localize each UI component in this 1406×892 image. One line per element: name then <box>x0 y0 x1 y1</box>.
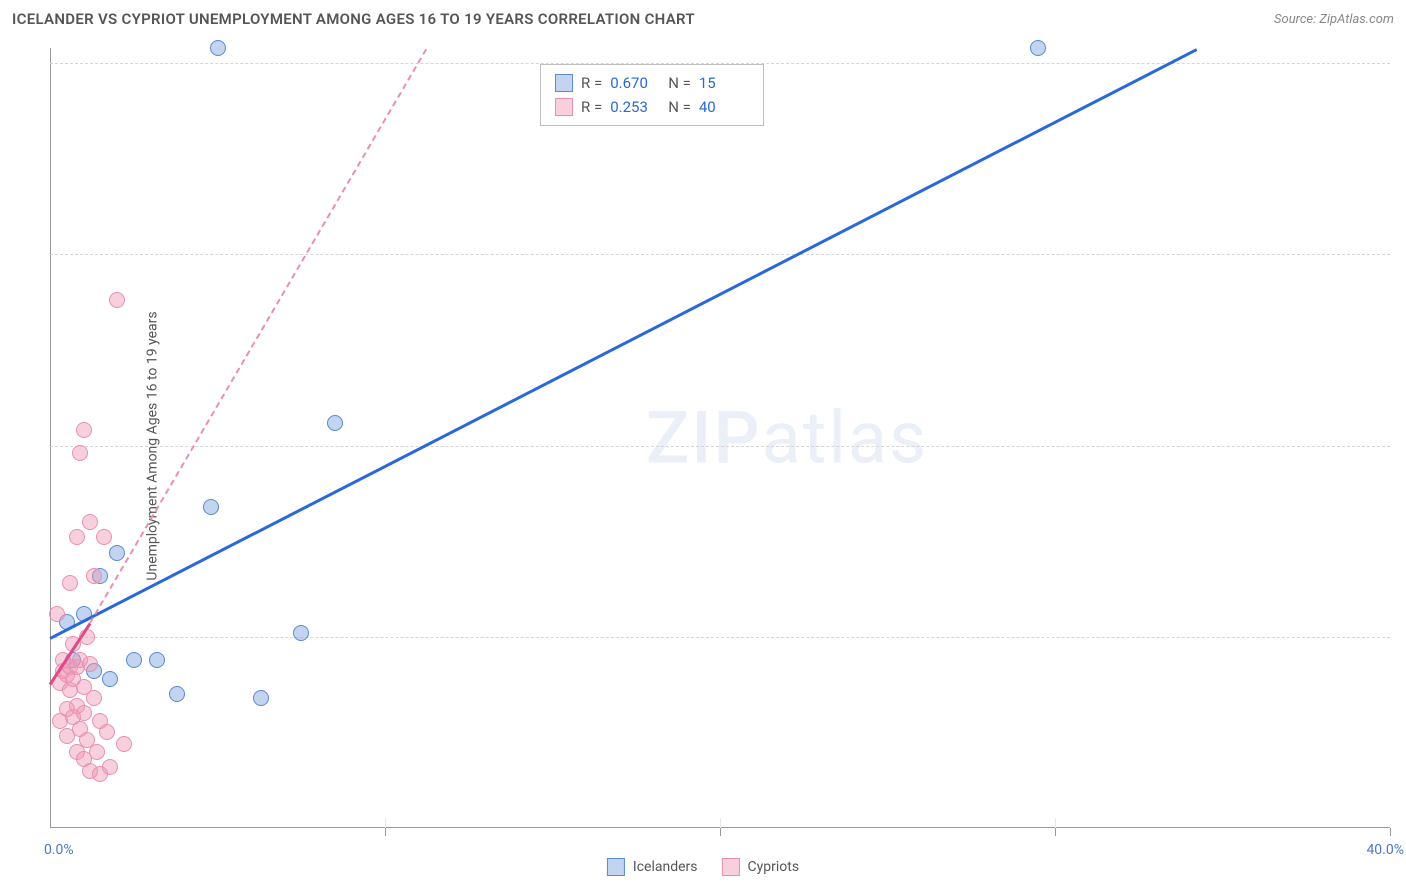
legend-row-cypriots: R = 0.253 N = 40 <box>555 95 749 119</box>
x-tick-label-min: 0.0% <box>44 842 74 858</box>
scatter-point-cypriots <box>102 759 118 775</box>
scatter-point-icelanders <box>1030 40 1046 56</box>
scatter-point-icelanders <box>149 652 165 668</box>
x-tick <box>385 828 386 836</box>
n-label: N = <box>668 71 691 95</box>
scatter-point-cypriots <box>96 529 112 545</box>
scatter-point-cypriots <box>109 292 125 308</box>
legend-item-cypriots: Cypriots <box>722 858 800 876</box>
bottom-legend: Icelanders Cypriots <box>607 858 799 876</box>
scatter-point-icelanders <box>327 415 343 431</box>
r-value-icelanders: 0.670 <box>610 71 660 95</box>
r-label: R = <box>581 95 602 119</box>
scatter-point-cypriots <box>72 445 88 461</box>
scatter-point-icelanders <box>210 40 226 56</box>
swatch-pink-icon <box>555 98 573 116</box>
legend-row-icelanders: R = 0.670 N = 15 <box>555 71 749 95</box>
scatter-point-cypriots <box>86 690 102 706</box>
scatter-point-icelanders <box>169 686 185 702</box>
scatter-point-cypriots <box>69 529 85 545</box>
grid-line-horizontal <box>50 63 1390 64</box>
trend-line-cypriots-dashed <box>89 48 427 623</box>
legend-label-cypriots: Cypriots <box>748 859 800 875</box>
grid-line-horizontal <box>50 254 1390 255</box>
source-attribution: Source: ZipAtlas.com <box>1274 12 1394 27</box>
n-value-icelanders: 15 <box>699 71 749 95</box>
watermark-atlas: atlas <box>762 396 929 481</box>
r-label: R = <box>581 71 602 95</box>
scatter-point-cypriots <box>76 705 92 721</box>
swatch-blue-icon <box>607 858 625 876</box>
scatter-point-cypriots <box>86 568 102 584</box>
scatter-point-icelanders <box>203 499 219 515</box>
swatch-blue-icon <box>555 74 573 92</box>
correlation-legend-box: R = 0.670 N = 15 R = 0.253 N = 40 <box>540 64 764 126</box>
watermark-zip: ZIP <box>646 396 762 481</box>
x-tick-label-max: 40.0% <box>1366 842 1404 858</box>
r-value-cypriots: 0.253 <box>610 95 660 119</box>
scatter-point-icelanders <box>253 690 269 706</box>
scatter-point-cypriots <box>116 736 132 752</box>
scatter-point-icelanders <box>109 545 125 561</box>
chart-title: ICELANDER VS CYPRIOT UNEMPLOYMENT AMONG … <box>12 10 695 28</box>
chart-container: ICELANDER VS CYPRIOT UNEMPLOYMENT AMONG … <box>0 0 1406 892</box>
x-tick <box>720 828 721 836</box>
x-tick <box>1055 828 1056 836</box>
scatter-point-cypriots <box>89 744 105 760</box>
legend-item-icelanders: Icelanders <box>607 858 698 876</box>
grid-line-vertical <box>1055 818 1056 828</box>
x-tick <box>1390 828 1391 836</box>
scatter-point-cypriots <box>49 606 65 622</box>
n-label: N = <box>668 95 691 119</box>
plot-area: ZIPatlas R = 0.670 N = 15 R = 0.253 N = … <box>50 48 1390 828</box>
legend-label-icelanders: Icelanders <box>633 859 698 875</box>
scatter-point-cypriots <box>82 656 98 672</box>
swatch-pink-icon <box>722 858 740 876</box>
title-bar: ICELANDER VS CYPRIOT UNEMPLOYMENT AMONG … <box>12 10 1394 28</box>
scatter-point-icelanders <box>126 652 142 668</box>
n-value-cypriots: 40 <box>699 95 749 119</box>
grid-line-horizontal <box>50 637 1390 638</box>
scatter-point-icelanders <box>102 671 118 687</box>
scatter-point-cypriots <box>99 724 115 740</box>
scatter-point-cypriots <box>82 514 98 530</box>
scatter-point-cypriots <box>76 422 92 438</box>
grid-line-vertical <box>385 818 386 828</box>
grid-line-horizontal <box>50 446 1390 447</box>
y-axis <box>50 48 51 828</box>
trend-line-icelanders <box>49 48 1197 639</box>
grid-line-vertical <box>720 818 721 828</box>
scatter-point-cypriots <box>62 575 78 591</box>
watermark: ZIPatlas <box>646 396 928 481</box>
scatter-point-icelanders <box>293 625 309 641</box>
